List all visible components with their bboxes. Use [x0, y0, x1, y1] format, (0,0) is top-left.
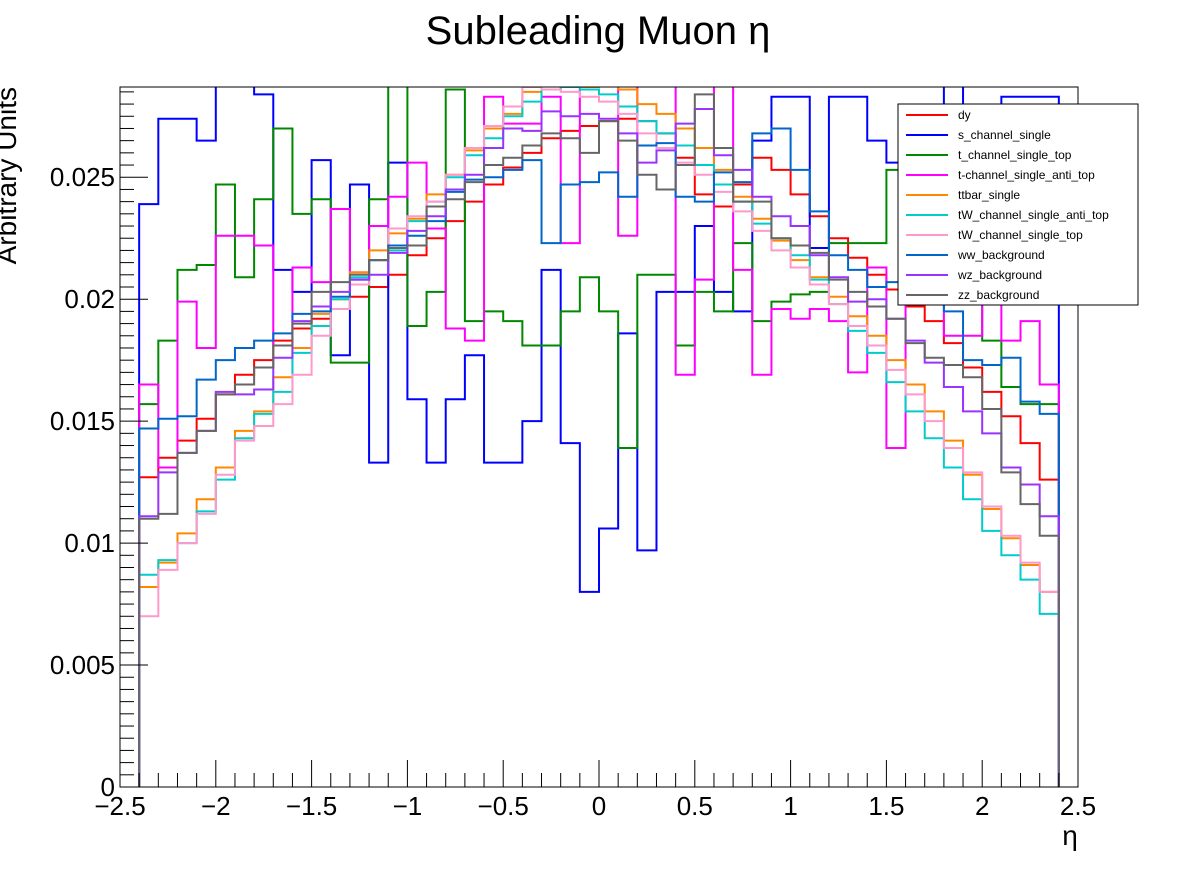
y-tick-label: 0.025	[50, 162, 115, 192]
x-tick-label: 1.5	[868, 791, 904, 821]
legend-label-zz_background: zz_background	[958, 288, 1039, 302]
legend-label-ww_background: ww_background	[957, 248, 1045, 262]
legend-label-tW_channel_single_anti_top: tW_channel_single_anti_top	[958, 208, 1109, 222]
x-tick-label: 0.5	[677, 791, 713, 821]
x-axis-label: η	[1062, 820, 1078, 851]
legend-label-ttbar_single: ttbar_single	[958, 188, 1020, 202]
y-tick-label: 0.015	[50, 406, 115, 436]
x-tick-label: −2	[201, 791, 231, 821]
x-tick-label: 1	[783, 791, 797, 821]
legend-label-t_channel_single_top: t_channel_single_top	[958, 148, 1072, 162]
y-tick-label: 0.005	[50, 650, 115, 680]
legend-label-wz_background: wz_background	[957, 268, 1042, 282]
y-tick-label: 0.01	[64, 528, 115, 558]
x-tick-label: 2	[975, 791, 989, 821]
x-tick-label: −1.5	[286, 791, 337, 821]
legend-box	[897, 103, 1139, 306]
axis-layer: −2.5 −2 −1.5 −1 −0.5 0 0.5 1 1.5 2 2.5 0 0.005 0.01 0.…	[50, 91, 1096, 821]
x-tick-label: −0.5	[478, 791, 529, 821]
x-tick-label: 2.5	[1060, 791, 1096, 821]
y-tick-label: 0.02	[64, 284, 115, 314]
x-tick-label: −2.5	[94, 791, 145, 821]
legend-label-tW_channel_single_top: tW_channel_single_top	[958, 228, 1083, 242]
series-layer	[138, 87, 1060, 787]
y-tick-label: 0	[101, 772, 115, 802]
legend: dy s_channel_single t_channel_single_top t-…	[897, 103, 1139, 306]
chart-title: Subleading Muon η	[426, 9, 771, 53]
legend-label-s_channel_single: s_channel_single	[958, 128, 1051, 142]
legend-label-t-channel_single_anti_top: t-channel_single_anti_top	[958, 168, 1095, 182]
series-line-tW_channel_single_top	[138, 87, 1060, 787]
x-tick-label: −1	[393, 791, 423, 821]
series-line-s_channel_single	[138, 87, 1060, 787]
y-axis-label: Arbitrary Units	[0, 87, 22, 264]
x-tick-label: 0	[592, 791, 606, 821]
legend-label-dy: dy	[958, 108, 971, 122]
legend-items: dy s_channel_single t_channel_single_top t-…	[906, 108, 1109, 302]
series-line-zz_background	[138, 93, 1060, 787]
